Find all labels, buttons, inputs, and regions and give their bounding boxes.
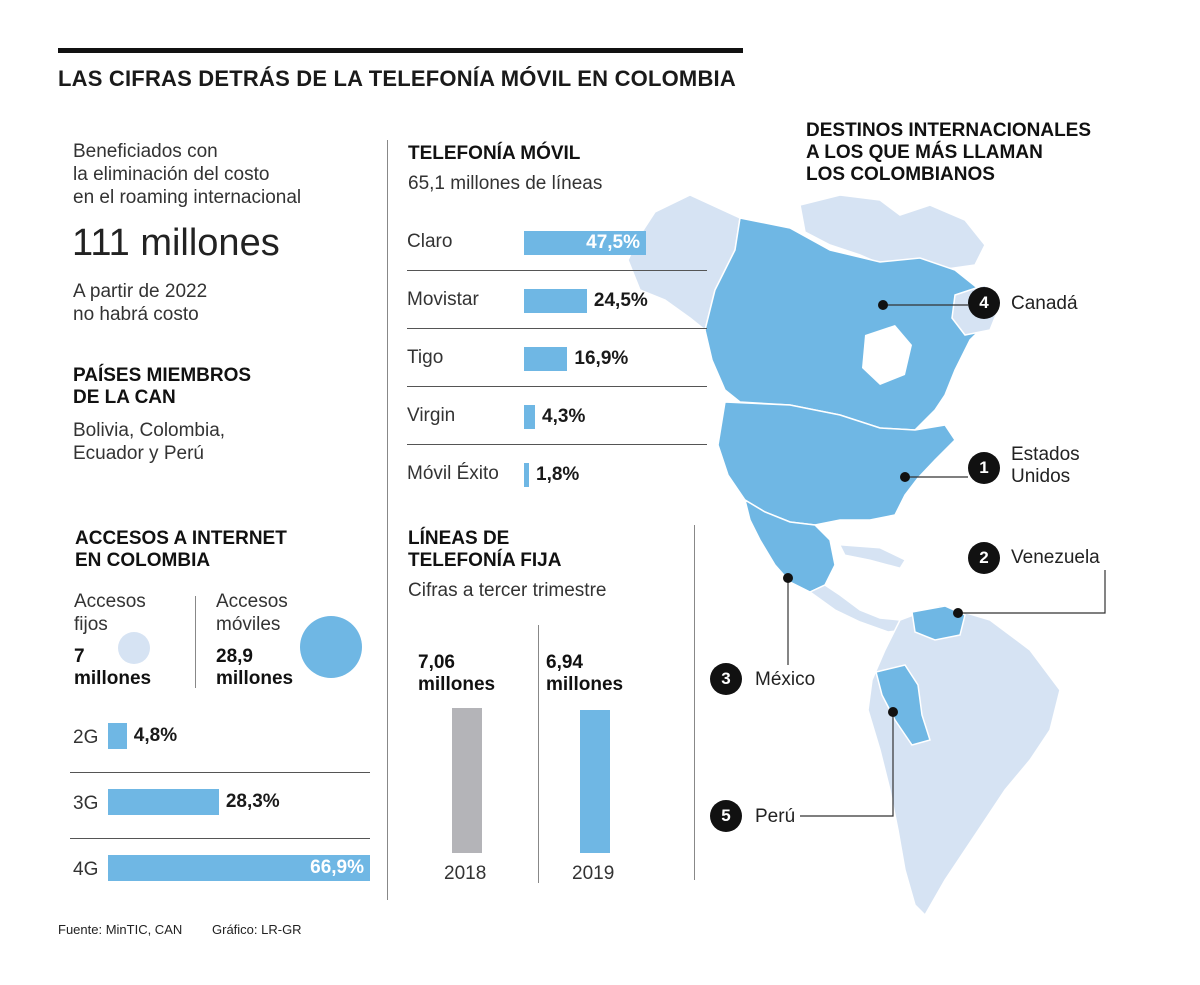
mobile-bar [524,231,646,255]
fixed-lines-chart: 7,06 millones 2018 6,94 millones 2019 [400,625,690,890]
rank-badge-3: 3 [710,663,742,695]
dot-canada [878,300,888,310]
footer-graphic: Gráfico: LR-GR [212,922,302,937]
destination-peru: Perú [755,806,796,827]
map-peru [875,664,931,746]
footer-source: Fuente: MinTIC, CAN [58,922,183,937]
mobile-bar [524,405,536,429]
mobile-row-divider [407,386,707,387]
fixed-lines-bar [452,708,482,853]
mobile-chart: Claro 47,5% Movistar 24,5% Tigo 16,9% Virgin 4,… [400,222,710,497]
mobile-category-label: Virgin [407,405,456,426]
can-heading: PAÍSES MIEMBROS DE LA CAN [73,365,252,408]
fixed-lines-bar [580,710,610,853]
fixed-chart-divider [538,625,539,883]
fixed-lines-heading: LÍNEAS DE TELEFONÍA FIJA [408,528,562,571]
mobile-subheading: 65,1 millones de líneas [408,173,603,194]
fixed-lines-subheading: Cifras a tercer trimestre [408,580,607,601]
fixed-access-label: Accesos fijos [74,591,146,635]
mobile-bar-label: 1,8% [536,464,580,485]
fixed-lines-value-line: 7,06 [418,652,455,673]
access-divider [195,596,196,688]
fixed-lines-value-line: millones [418,674,496,695]
map-arctic-islands [799,194,986,271]
internet-heading: ACCESOS A INTERNET EN COLOMBIA [75,528,287,571]
roaming-note: A partir de 2022 no habrá costo [73,281,208,325]
network-bar [108,723,127,749]
fixed-access-bubble [118,632,150,664]
can-countries: Bolivia, Colombia, Ecuador y Perú [73,420,226,464]
destination-canada: Canadá [1011,293,1078,314]
destinations-heading: DESTINOS INTERNACIONALES A LOS QUE MÁS L… [806,120,1092,185]
mobile-row-divider [407,270,707,271]
mobile-access-bubble [300,616,362,678]
dot-peru [888,707,898,717]
fixed-lines-value-line: 6,94 [546,652,583,673]
rank-badge-5: 5 [710,800,742,832]
column-divider-left [387,140,388,900]
fixed-access-value: 7 millones [74,646,152,689]
network-category-label: 2G [73,727,99,748]
mobile-access-label: Accesos móviles [216,591,288,635]
mobile-bar-label: 24,5% [593,290,648,311]
mobile-bar-label: 4,3% [542,406,586,427]
dot-venezuela [953,608,963,618]
roaming-intro: Beneficiados con la eliminación del cost… [73,141,302,208]
network-bar-label: 4,8% [133,725,178,746]
network-bar-label: 66,9% [310,857,364,878]
fixed-lines-year-label: 2019 [572,863,615,884]
mobile-category-label: Tigo [407,347,444,368]
network-bar [108,789,219,815]
roaming-value: 111 millones [72,222,280,264]
dot-mexico [783,573,793,583]
mobile-category-label: Móvil Éxito [407,463,499,484]
mobile-bar [524,289,587,313]
mobile-access-value: 28,9 millones [216,646,294,689]
network-chart: 2G 4,8% 3G 28,3% 4G 66,9% [60,715,380,895]
network-bar [108,855,370,881]
dot-usa [900,472,910,482]
network-row-divider [70,838,370,839]
destination-mexico: México [755,669,816,690]
title-rule [58,48,743,53]
fixed-lines-value-line: millones [546,674,624,695]
rank-badge-2: 2 [968,542,1000,574]
mobile-bar-label: 16,9% [574,348,629,369]
map-alaska [627,194,741,332]
destination-venezuela: Venezuela [1011,547,1100,568]
leader-peru [800,712,894,817]
network-row-divider [70,772,370,773]
mobile-category-label: Movistar [407,289,479,310]
leader-venezuela [958,570,1106,614]
mobile-heading: TELEFONÍA MÓVIL [408,143,581,164]
network-bar-label: 28,3% [225,791,280,812]
map-caribbean [839,544,906,569]
americas-map [627,194,1061,917]
map-venezuela [911,605,966,641]
mobile-bar [524,347,568,371]
rank-badge-1: 1 [968,452,1000,484]
mobile-row-divider [407,328,707,329]
map-hudson-bay [862,325,912,385]
network-category-label: 3G [73,793,99,814]
fixed-lines-year-label: 2018 [444,863,487,884]
page-title: LAS CIFRAS DETRÁS DE LA TELEFONÍA MÓVIL … [58,66,736,91]
rank-badge-4: 4 [968,287,1000,319]
mobile-category-label: Claro [407,231,453,252]
mobile-bar-label: 47,5% [586,232,640,253]
fixed-lines-value-label: 6,94 millones [546,652,623,696]
map-canada [704,217,991,431]
mobile-row-divider [407,444,707,445]
network-category-label: 4G [73,859,99,880]
column-divider-right [694,525,695,880]
mobile-bar [524,463,529,487]
destination-usa: Estados Unidos [1011,444,1080,487]
fixed-lines-value-label: 7,06 millones [418,652,495,696]
